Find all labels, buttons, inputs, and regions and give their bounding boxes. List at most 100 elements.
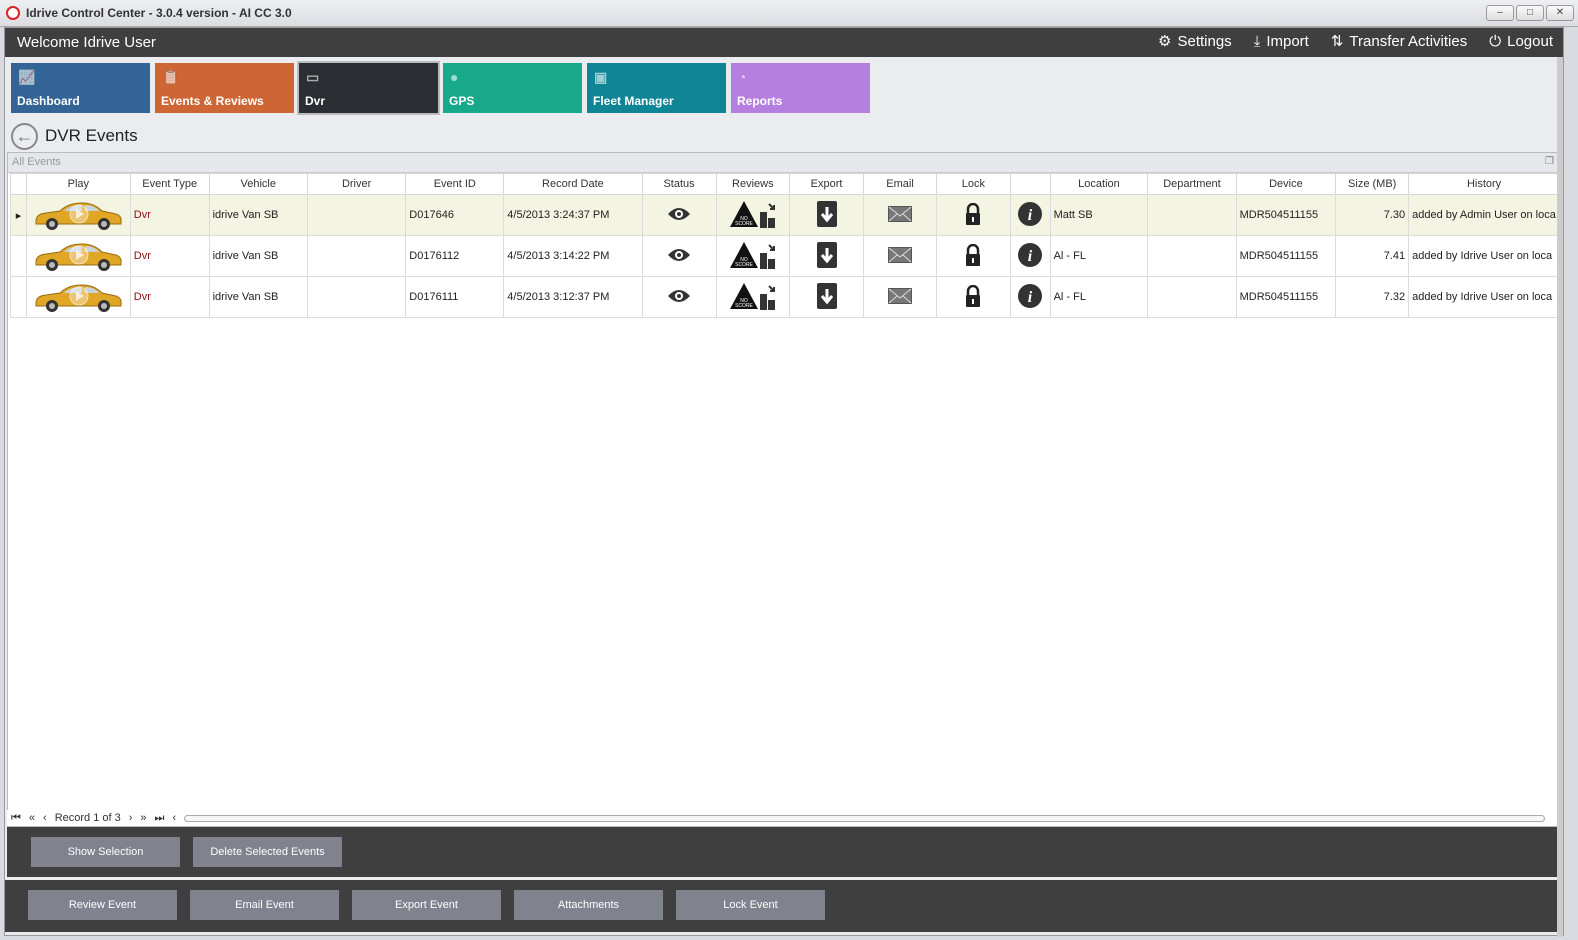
column-header[interactable]: Event Type (129, 173, 210, 195)
column-header[interactable]: Department (1147, 173, 1237, 195)
column-header[interactable]: Record Date (503, 173, 643, 195)
column-header[interactable]: Driver (306, 173, 407, 195)
maximize-button[interactable]: □ (1516, 5, 1544, 21)
download-icon[interactable] (816, 241, 837, 271)
tile-dvr[interactable]: ▭ Dvr (297, 61, 440, 115)
scroll-left-button[interactable]: ‹ (172, 812, 177, 824)
nav-settings[interactable]: ⚙ Settings (1158, 32, 1232, 51)
tile-fleet-manager[interactable]: ▣ Fleet Manager (587, 63, 726, 113)
lock-event-button[interactable]: Lock Event (676, 890, 825, 920)
tile-label: GPS (449, 94, 475, 108)
lock-cell[interactable] (936, 194, 1011, 236)
column-header[interactable] (10, 173, 27, 195)
show-selection-button[interactable]: Show Selection (31, 837, 180, 867)
next-record-button[interactable]: › (128, 812, 133, 824)
email-cell[interactable] (863, 194, 938, 236)
lock-icon[interactable] (965, 202, 981, 228)
table-row[interactable]: Dvr idrive Van SB D0176111 4/5/2013 3:12… (10, 276, 1560, 318)
play-thumbnail[interactable] (25, 235, 131, 277)
info-cell[interactable]: i (1009, 235, 1051, 277)
tile-events-reviews[interactable]: 📋 Events & Reviews (155, 63, 294, 113)
download-icon[interactable] (816, 282, 837, 312)
email-cell[interactable] (863, 235, 938, 277)
status-cell[interactable] (641, 276, 717, 318)
column-header[interactable]: Device (1235, 173, 1337, 195)
nav-transfer-activities[interactable]: ⇅ Transfer Activities (1331, 32, 1467, 51)
table-row[interactable]: ▸ Dvr idrive Van SB D017646 4/5/2013 3:2… (10, 194, 1560, 236)
info-cell[interactable]: i (1009, 276, 1051, 318)
reviews-cell[interactable]: NO SCORE (715, 276, 791, 318)
lock-cell[interactable] (936, 235, 1011, 277)
export-cell[interactable] (789, 276, 865, 318)
envelope-icon[interactable] (888, 205, 913, 225)
status-cell[interactable] (641, 235, 717, 277)
no-score-review-icon[interactable]: NO SCORE (729, 200, 776, 228)
restore-icon[interactable]: ❐ (1545, 156, 1554, 167)
column-header[interactable] (1009, 173, 1051, 195)
email-event-button[interactable]: Email Event (190, 890, 339, 920)
download-icon[interactable] (816, 200, 837, 230)
tile-dashboard[interactable]: 📈 Dashboard (11, 63, 150, 113)
play-thumbnail[interactable] (25, 276, 131, 318)
info-icon[interactable]: i (1018, 201, 1043, 229)
no-score-review-icon[interactable]: NO SCORE (729, 282, 776, 310)
minimize-button[interactable]: – (1486, 5, 1514, 21)
size-cell: 7.41 (1335, 235, 1410, 277)
envelope-icon[interactable] (888, 246, 913, 266)
table-row[interactable]: Dvr idrive Van SB D0176112 4/5/2013 3:14… (10, 235, 1560, 277)
column-header[interactable]: History (1408, 173, 1560, 195)
eye-icon[interactable] (667, 248, 691, 266)
column-header[interactable]: Status (641, 173, 717, 195)
tile-reports[interactable]: ◔ Reports (731, 63, 870, 113)
column-header[interactable]: Email (863, 173, 938, 195)
driver-cell (306, 276, 407, 318)
column-header[interactable]: Event ID (405, 173, 505, 195)
reviews-cell[interactable]: NO SCORE (715, 194, 791, 236)
top-bar: Welcome Idrive User ⚙ Settings ⤓ Import ⇅ Tra… (5, 28, 1563, 57)
info-icon[interactable]: i (1018, 283, 1043, 311)
envelope-icon[interactable] (888, 287, 913, 307)
nav-import[interactable]: ⤓ Import (1254, 32, 1309, 50)
info-cell[interactable]: i (1009, 194, 1051, 236)
play-thumbnail[interactable] (25, 194, 131, 236)
export-cell[interactable] (789, 235, 865, 277)
prev-record-button[interactable]: ‹ (43, 812, 47, 824)
eye-icon[interactable] (667, 207, 691, 225)
column-header[interactable]: Vehicle (208, 173, 308, 195)
title-bar: Idrive Control Center - 3.0.4 version - … (0, 0, 1578, 27)
close-button[interactable]: ✕ (1546, 5, 1574, 21)
group-label: All Events (12, 156, 61, 168)
last-page-button[interactable]: ⏭ (154, 811, 165, 824)
column-header[interactable]: Location (1049, 173, 1149, 195)
horizontal-scrollbar[interactable] (184, 814, 1545, 822)
info-icon[interactable]: i (1018, 242, 1043, 270)
prev-page-button[interactable]: « (28, 812, 36, 824)
lock-icon[interactable] (965, 243, 981, 269)
nav-logout[interactable]: ⏻ Logout (1489, 32, 1553, 50)
no-score-review-icon[interactable]: NO SCORE (729, 241, 776, 269)
status-cell[interactable] (641, 194, 717, 236)
delete-selected-events-button[interactable]: Delete Selected Events (193, 837, 342, 867)
column-header[interactable]: Play (25, 173, 131, 195)
lock-icon[interactable] (965, 284, 981, 310)
lock-cell[interactable] (936, 276, 1011, 318)
column-header[interactable]: Reviews (715, 173, 791, 195)
email-cell[interactable] (863, 276, 938, 318)
review-event-button[interactable]: Review Event (28, 890, 177, 920)
device-cell: MDR504511155 (1235, 235, 1337, 277)
eye-icon[interactable] (667, 289, 691, 307)
column-header[interactable]: Export (789, 173, 865, 195)
chart-icon: 📈 (18, 69, 36, 85)
back-button[interactable]: ← (11, 123, 38, 150)
vertical-scrollbar[interactable] (1557, 57, 1563, 937)
column-header[interactable]: Lock (936, 173, 1011, 195)
reviews-cell[interactable]: NO SCORE (715, 235, 791, 277)
next-page-button[interactable]: » (140, 812, 147, 824)
export-cell[interactable] (789, 194, 865, 236)
column-header[interactable]: Size (MB) (1335, 173, 1410, 195)
attachments-button[interactable]: Attachments (514, 890, 663, 920)
export-event-button[interactable]: Export Event (352, 890, 501, 920)
tile-gps[interactable]: ● GPS (443, 63, 582, 113)
first-page-button[interactable]: ⏮ (11, 811, 21, 824)
tile-label: Events & Reviews (161, 94, 264, 108)
